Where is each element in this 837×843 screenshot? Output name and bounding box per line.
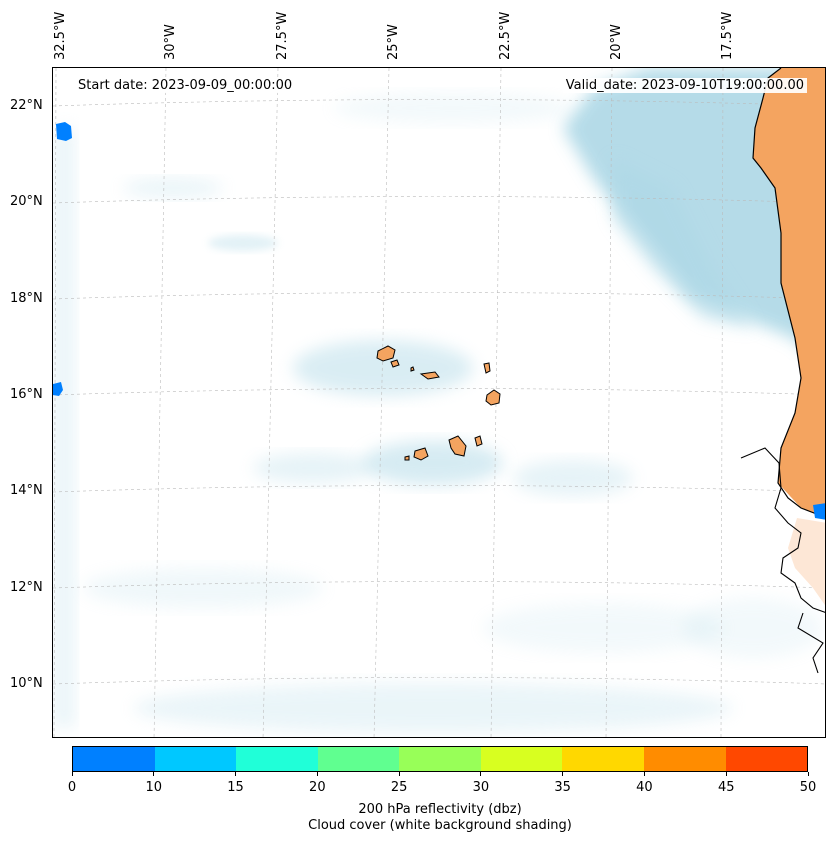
lon-label-20w: 20°W [609,24,624,60]
colorbar-tick-label: 20 [309,780,326,795]
colorbar-tick-label: 0 [67,780,77,795]
colorbar-tick-mark [480,772,482,776]
colorbar-tick-mark [807,772,809,776]
colorbar-tick-label: 30 [472,780,490,795]
start-date-label: Start date: 2023-09-09_00:00:00 [75,78,296,93]
colorbar-sublabel: Cloud cover (white background shading) [308,818,572,833]
colorbar [72,746,808,772]
lon-label-30w: 30°W [163,24,178,60]
graticule [53,68,825,737]
colorbar-segment-1 [154,747,237,771]
colorbar-tick-mark [725,772,727,776]
colorbar-label: 200 hPa reflectivity (dbz) [358,802,522,817]
lat-label-10n: 10°N [10,676,43,691]
lat-label-22n: 22°N [10,98,43,113]
colorbar-segment-4 [399,747,481,771]
west-africa-land [740,68,825,674]
reflectivity-echoes [53,122,825,520]
colorbar-segment-0 [73,747,155,771]
colorbar-segment-2 [236,747,318,771]
lat-label-12n: 12°N [10,580,43,595]
colorbar-segment-6 [562,747,644,771]
colorbar-segment-3 [317,747,400,771]
lon-label-17-5w: 17.5°W [720,11,735,60]
map-panel[interactable]: Start date: 2023-09-09_00:00:00 Valid_da… [52,67,826,738]
colorbar-tick-label: 10 [145,780,163,795]
colorbar-tick-mark [153,772,155,776]
lat-label-16n: 16°N [10,387,43,402]
lat-label-14n: 14°N [10,483,43,498]
colorbar-tick-label: 50 [799,780,817,795]
lon-label-22-5w: 22.5°W [498,11,513,60]
colorbar-tick-mark [71,772,73,776]
colorbar-segment-5 [480,747,563,771]
lon-label-27-5w: 27.5°W [275,11,290,60]
cloud-cover-shading [53,68,825,733]
colorbar-tick-mark [316,772,318,776]
colorbar-tick-label: 40 [636,780,653,795]
lon-label-25w: 25°W [386,24,401,60]
valid-date-label: Valid_date: 2023-09-10T19:00:00.00 [562,78,807,93]
colorbar-segment-7 [643,747,726,771]
lat-label-20n: 20°N [10,194,43,209]
colorbar-tick-mark [235,772,237,776]
colorbar-tick-mark [643,772,645,776]
colorbar-tick-label: 25 [390,780,408,795]
map-canvas [53,68,825,737]
colorbar-tick-label: 15 [227,780,244,795]
cape-verde-islands [376,345,501,461]
colorbar-segment-8 [725,747,808,771]
colorbar-tick-label: 35 [554,780,571,795]
colorbar-tick-label: 45 [717,780,735,795]
colorbar-tick-mark [562,772,564,776]
lat-label-18n: 18°N [10,291,43,306]
lon-label-32-5w: 32.5°W [53,11,68,60]
colorbar-tick-mark [398,772,400,776]
